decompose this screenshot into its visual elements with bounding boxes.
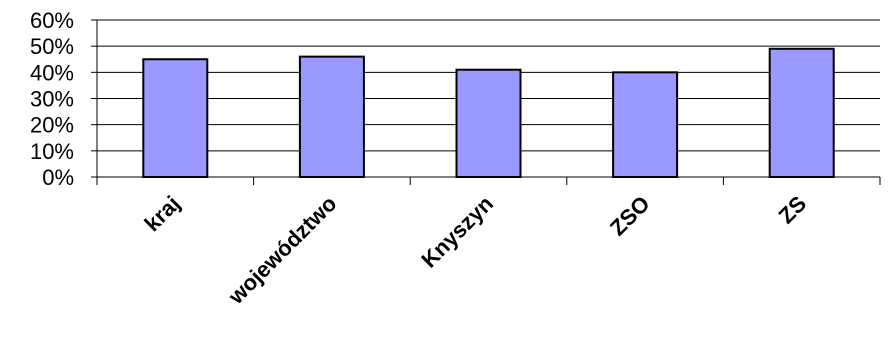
y-tick-label: 40% [30, 60, 74, 85]
bar-kraj [142, 58, 209, 178]
x-tick-label: województwo [223, 191, 342, 310]
y-tick-label: 60% [30, 8, 74, 33]
x-tick-label: Knyszyn [416, 191, 498, 273]
axes [91, 19, 881, 185]
x-tick-labels: kraj województwo Knyszyn ZSO ZS [139, 191, 811, 310]
x-tick-label: ZS [774, 191, 812, 229]
y-tick-label: 30% [30, 87, 74, 112]
bar-województwo [298, 55, 365, 179]
x-tick-label: kraj [139, 191, 184, 236]
bar-zs [768, 47, 835, 178]
y-tick-labels: 0%10%20%30%40%50%60% [30, 8, 74, 190]
x-tick-label: ZSO [605, 191, 655, 241]
y-tick-label: 50% [30, 34, 74, 59]
y-tick-label: 0% [42, 165, 74, 190]
y-tick-label: 10% [30, 139, 74, 164]
bar-knyszyn [455, 68, 522, 178]
y-tick-label: 20% [30, 113, 74, 138]
bars [142, 47, 835, 179]
bar-zso [612, 71, 679, 178]
